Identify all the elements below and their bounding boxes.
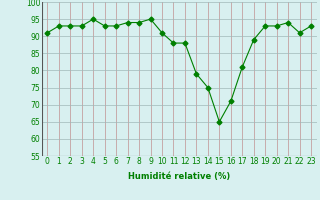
X-axis label: Humidité relative (%): Humidité relative (%): [128, 172, 230, 181]
